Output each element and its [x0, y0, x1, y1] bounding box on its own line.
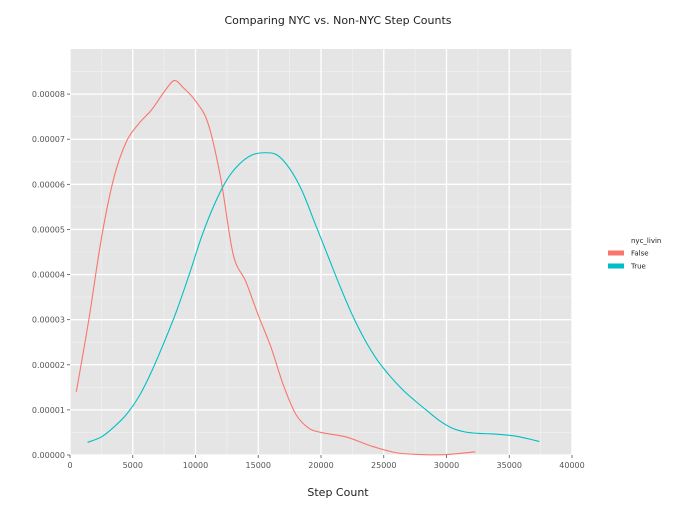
- y-tick-label: 0.00007: [32, 135, 65, 144]
- y-axis-ticks: 0.00000 0.00001 0.00002 0.00003 0.00004 0.000…: [32, 90, 70, 460]
- legend-label-false: False: [631, 250, 649, 258]
- series-line-false: [75, 79, 476, 456]
- series-layer: [75, 79, 540, 456]
- x-tick-label: 10000: [183, 461, 208, 470]
- legend-swatch-false: [608, 250, 624, 256]
- legend-title: nyc_livin: [631, 237, 661, 245]
- x-tick-label: 35000: [497, 461, 522, 470]
- x-axis-label: Step Count: [307, 486, 369, 499]
- y-tick-label: 0.00000: [32, 451, 65, 460]
- x-axis-ticks: 0 5000 10000 15000 20000 25000 30000 35000 40000: [67, 455, 585, 470]
- y-tick-label: 0.00004: [32, 271, 65, 280]
- y-tick-label: 0.00001: [32, 406, 65, 415]
- legend: nyc_livin False True: [608, 237, 661, 271]
- x-tick-label: 40000: [559, 461, 584, 470]
- chart-title: Comparing NYC vs. Non-NYC Step Counts: [225, 14, 452, 27]
- legend-swatch-true: [608, 263, 624, 269]
- x-tick-label: 15000: [246, 461, 271, 470]
- y-tick-label: 0.00002: [32, 361, 65, 370]
- legend-label-true: True: [630, 263, 646, 271]
- x-tick-label: 5000: [123, 461, 143, 470]
- x-tick-label: 25000: [371, 461, 396, 470]
- series-line-true: [87, 152, 540, 443]
- y-tick-label: 0.00003: [32, 316, 65, 325]
- x-tick-label: 30000: [434, 461, 459, 470]
- y-tick-label: 0.00008: [32, 90, 65, 99]
- x-tick-label: 0: [67, 461, 72, 470]
- y-tick-label: 0.00006: [32, 180, 65, 189]
- major-grid: [69, 49, 573, 456]
- y-tick-label: 0.00005: [32, 225, 65, 234]
- x-tick-label: 20000: [308, 461, 333, 470]
